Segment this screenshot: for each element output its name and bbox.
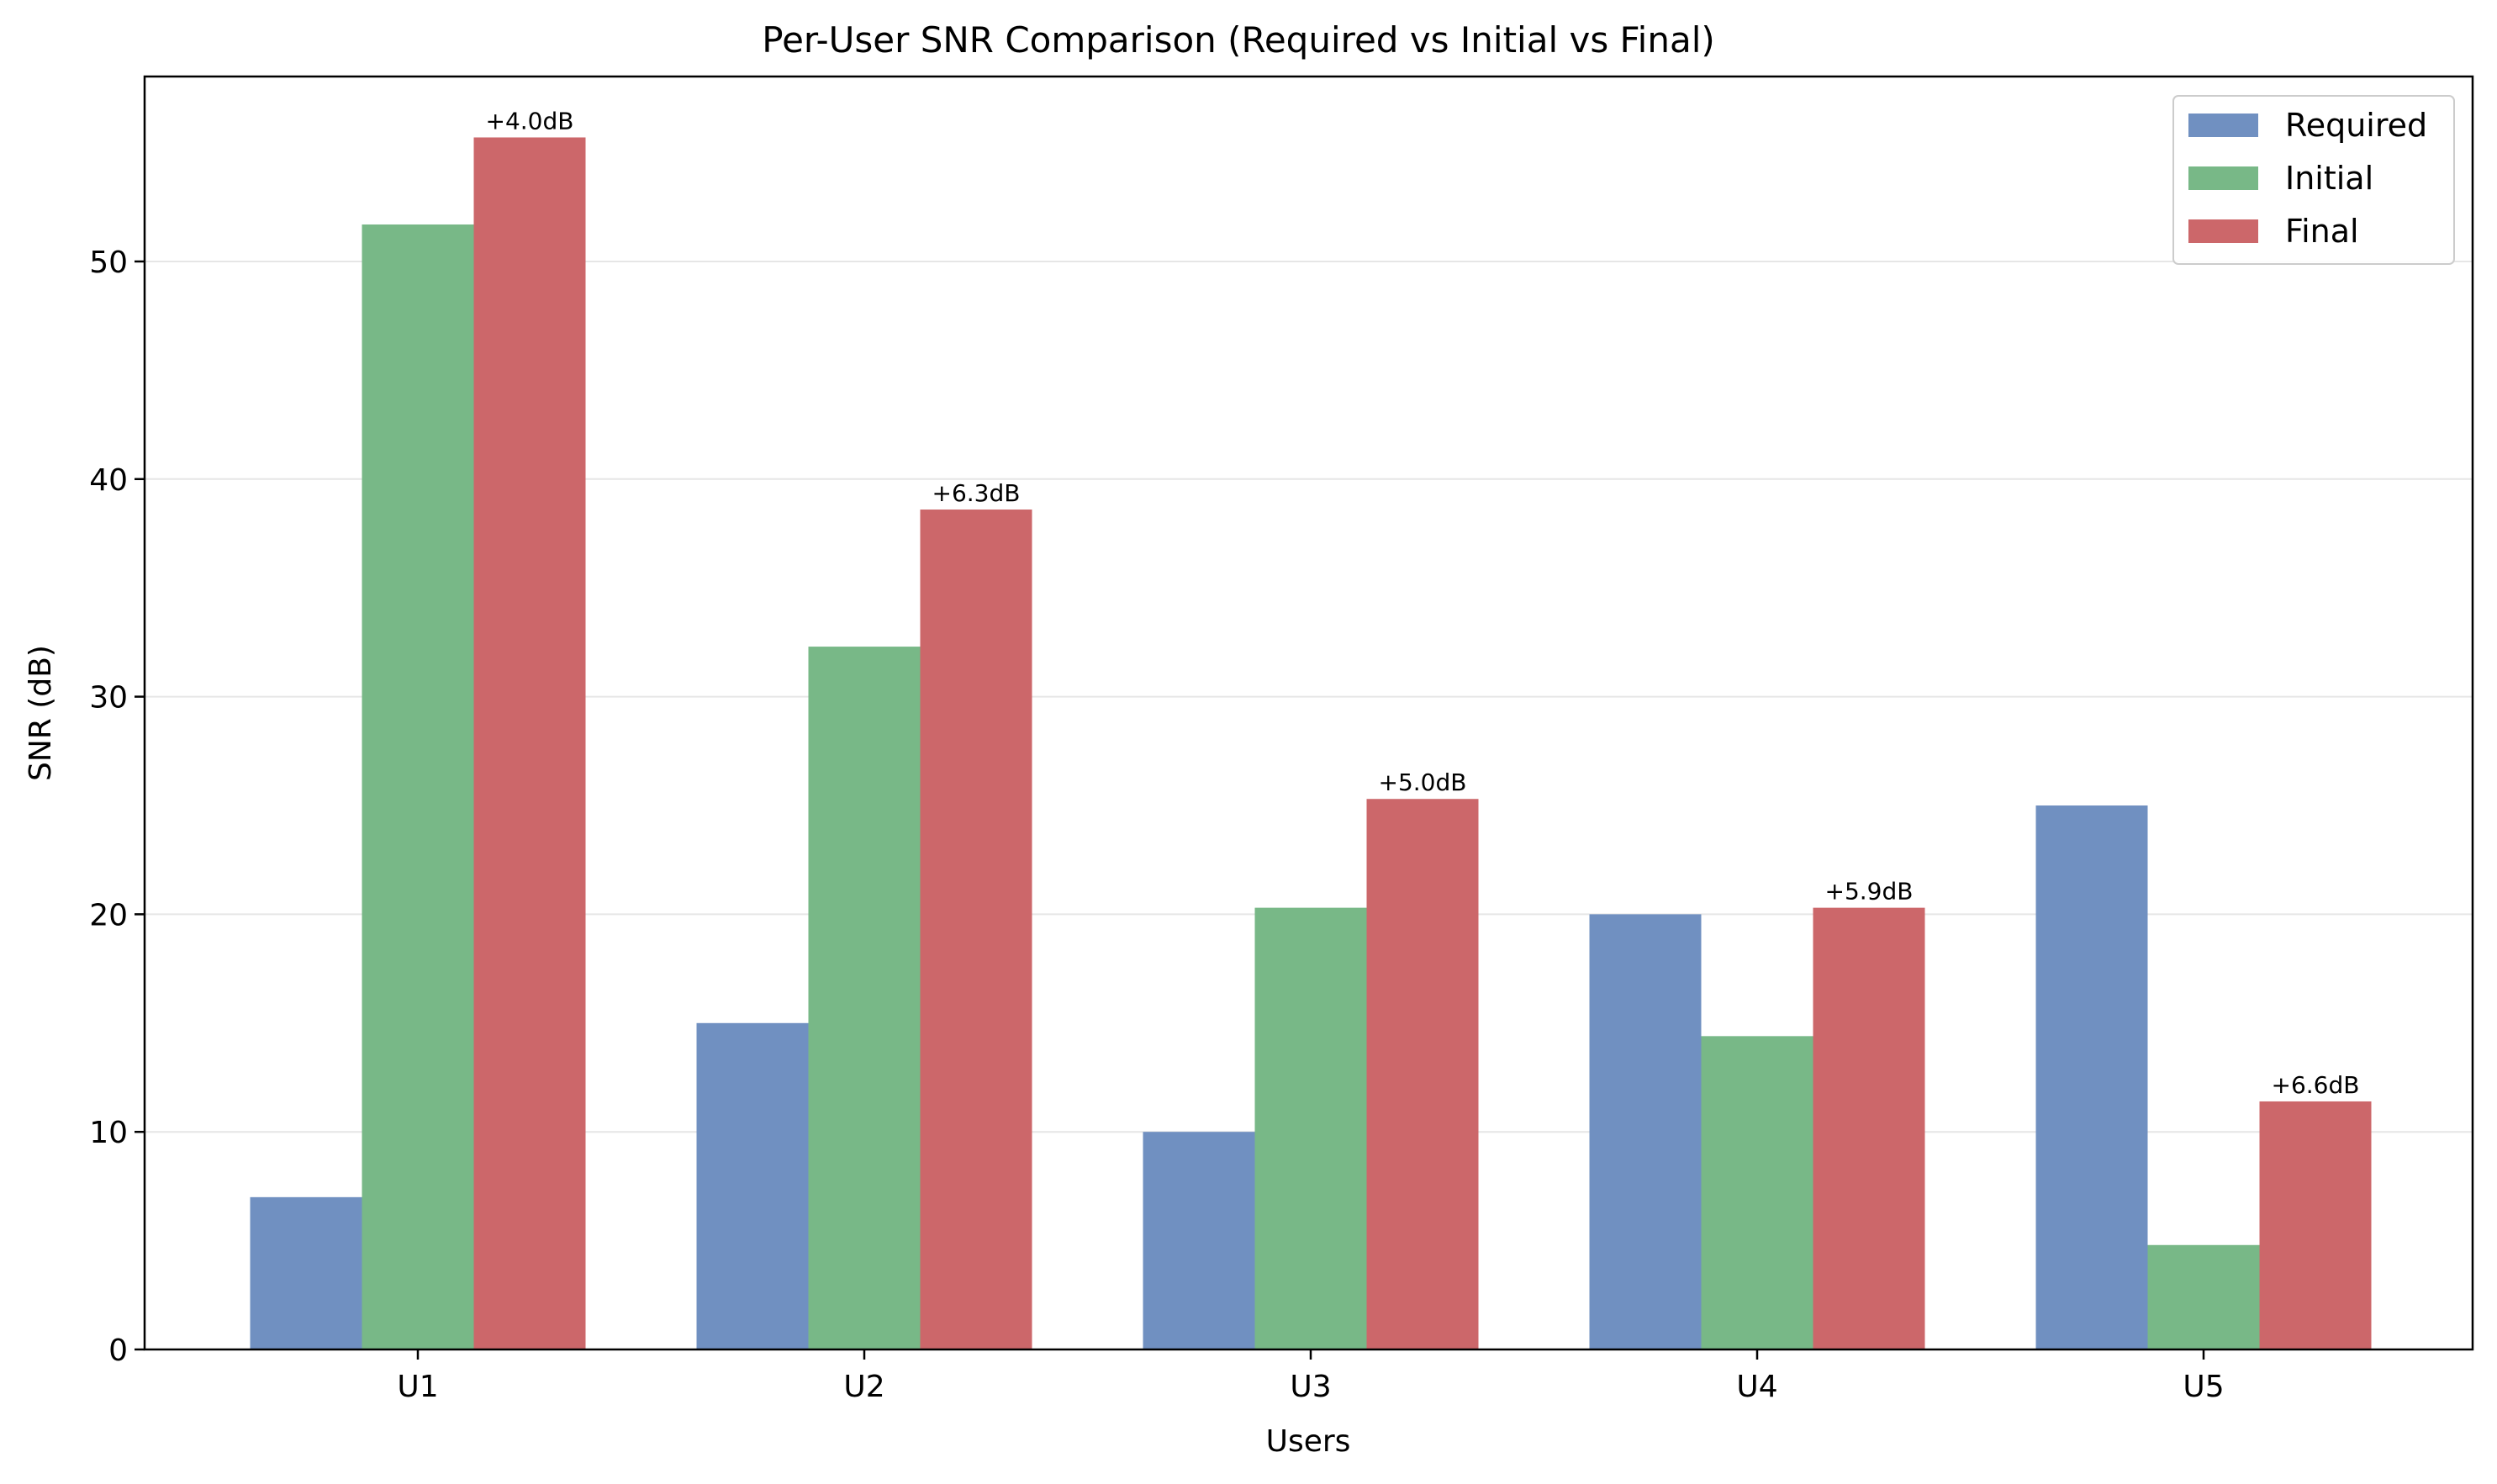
legend-swatch — [2188, 114, 2258, 137]
x-tick-label: U2 — [843, 1370, 884, 1404]
x-tick-label: U1 — [397, 1370, 438, 1404]
plot-frame — [143, 75, 2474, 1351]
gain-annotation: +5.9dB — [1825, 878, 1914, 906]
y-tick-label: 0 — [108, 1333, 128, 1368]
bar-final-u4 — [1813, 907, 1925, 1349]
bar-required-u2 — [696, 1022, 809, 1349]
data-labels: +4.0dB +6.3dB +5.0dB +5.9dB +6.6dB — [486, 107, 2360, 1098]
bar-final-u1 — [473, 137, 586, 1349]
bar-initial-u3 — [1254, 907, 1367, 1349]
bar-initial-u5 — [2147, 1244, 2260, 1349]
y-tick-label: 50 — [89, 246, 128, 280]
bar-final-u3 — [1366, 799, 1479, 1349]
y-ticks: 0 10 20 30 40 50 — [89, 246, 145, 1368]
bar-initial-u4 — [1701, 1036, 1813, 1349]
legend-swatch — [2188, 219, 2258, 243]
gain-annotation: +6.3dB — [932, 479, 1021, 507]
x-tick-label: U3 — [1290, 1370, 1331, 1404]
y-tick-label: 40 — [89, 463, 128, 498]
x-tick-label: U4 — [1736, 1370, 1777, 1404]
legend-swatch — [2188, 166, 2258, 190]
bar-required-u4 — [1589, 914, 1702, 1349]
bars — [250, 137, 2372, 1349]
gain-annotation: +5.0dB — [1379, 768, 1467, 796]
legend-label: Final — [2285, 213, 2359, 250]
bar-required-u3 — [1143, 1132, 1255, 1349]
chart-title: Per-User SNR Comparison (Required vs Ini… — [762, 19, 1715, 61]
x-ticks: U1 U2 U3 U4 U5 — [397, 1349, 2225, 1404]
gain-annotation: +4.0dB — [486, 107, 574, 135]
x-tick-label: U5 — [2183, 1370, 2224, 1404]
gain-annotation: +6.6dB — [2272, 1071, 2360, 1099]
bar-final-u5 — [2259, 1101, 2372, 1349]
y-tick-label: 30 — [89, 681, 128, 716]
bar-required-u1 — [250, 1196, 362, 1349]
y-axis-label: SNR (dB) — [24, 645, 58, 781]
y-tick-label: 10 — [89, 1116, 128, 1150]
bar-required-u5 — [2035, 805, 2148, 1349]
bar-final-u2 — [920, 510, 1032, 1349]
bar-initial-u1 — [362, 224, 474, 1349]
legend-label: Required — [2285, 107, 2427, 144]
x-axis-label: Users — [1266, 1424, 1351, 1459]
legend-label: Initial — [2285, 160, 2373, 197]
legend: Required Initial Final — [2172, 95, 2455, 265]
bar-initial-u2 — [808, 647, 921, 1349]
y-tick-label: 20 — [89, 898, 128, 932]
